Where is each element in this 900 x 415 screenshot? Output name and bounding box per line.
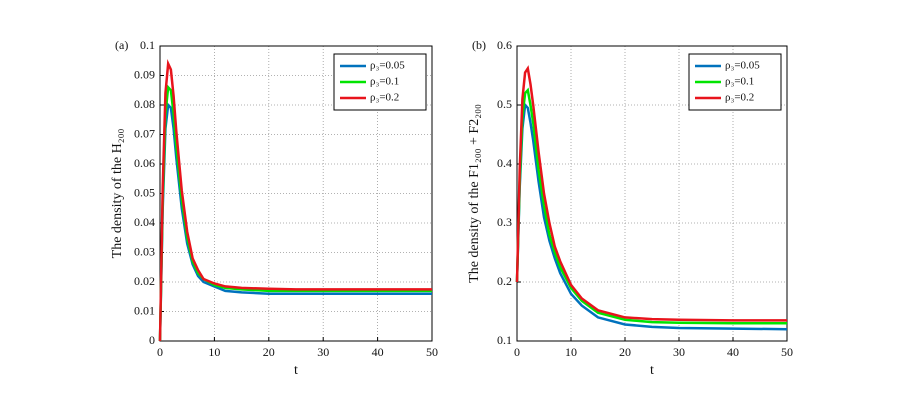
x-tick-label: 10 — [208, 345, 220, 359]
y-tick-label: 0.1 — [497, 333, 512, 347]
y-tick-label: 0.07 — [134, 126, 155, 140]
legend-label: ρ₃=0.1 — [725, 76, 754, 88]
x-tick-label: 40 — [372, 345, 384, 359]
data-line — [515, 102, 788, 331]
legend-label: ρ₃=0.2 — [370, 92, 399, 104]
data-line — [515, 65, 787, 322]
x-tick-label: 20 — [619, 345, 631, 359]
y-tick-label: 0.03 — [134, 244, 155, 258]
legend-label: ρ₃=0.05 — [725, 60, 760, 72]
y-tick-label: 0.05 — [134, 185, 155, 199]
data-line — [158, 58, 432, 342]
legend-label: ρ₃=0.1 — [370, 76, 399, 88]
y-tick-label: 0.1 — [140, 38, 155, 52]
x-axis-label: t — [650, 363, 654, 378]
y-tick-label: 0.09 — [134, 67, 155, 81]
panel-label: (a) — [115, 38, 128, 52]
x-tick-label: 0 — [157, 345, 163, 359]
y-axis-label: The density of the H₂₀₀ — [110, 129, 125, 259]
x-tick-label: 40 — [727, 345, 739, 359]
x-tick-label: 0 — [514, 345, 520, 359]
x-tick-label: 20 — [263, 345, 275, 359]
x-tick-label: 30 — [673, 345, 685, 359]
y-tick-label: 0.02 — [134, 274, 155, 288]
plot-frame — [159, 45, 433, 342]
panel-label: (b) — [472, 38, 486, 52]
y-tick-label: 0 — [149, 333, 155, 347]
y-tick-label: 0.2 — [497, 274, 512, 288]
legend-box — [333, 53, 427, 111]
x-axis-label: t — [294, 363, 298, 378]
y-tick-label: 0.04 — [134, 215, 155, 229]
x-tick-label: 10 — [565, 345, 577, 359]
x-tick-label: 30 — [317, 345, 329, 359]
plot-frame — [516, 45, 788, 342]
legend-label: ρ₃=0.2 — [725, 92, 754, 104]
y-tick-label: 0.3 — [497, 215, 512, 229]
y-tick-label: 0.5 — [497, 97, 512, 111]
y-axis-label: The density of the F1₂₀₀ + F2₂₀₀ — [467, 104, 482, 283]
y-tick-label: 0.06 — [134, 156, 155, 170]
y-tick-label: 0.6 — [497, 38, 512, 52]
legend-label: ρ₃=0.05 — [370, 60, 405, 72]
y-tick-label: 0.01 — [134, 303, 155, 317]
y-tick-label: 0.08 — [134, 97, 155, 111]
y-tick-label: 0.4 — [497, 156, 512, 170]
x-tick-label: 50 — [426, 345, 438, 359]
x-tick-label: 50 — [781, 345, 793, 359]
data-line — [515, 87, 787, 325]
